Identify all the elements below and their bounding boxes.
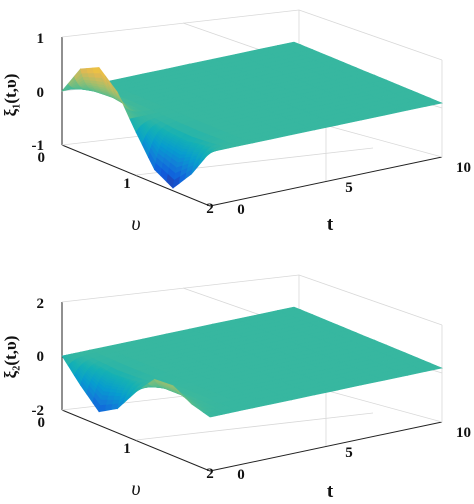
z-tick-2-mid: 0 <box>37 349 45 365</box>
surface-plot-2: 2 0 -2 0 1 2 0 5 10 ξ₂(t,υ) υ t <box>1 274 471 502</box>
surface-plot-1: 1 0 -1 0 1 2 0 5 10 ξ₁(t,υ) υ t <box>1 9 471 235</box>
y-tick-2-2: 2 <box>206 466 214 482</box>
x-tick-2-5: 5 <box>345 445 353 461</box>
x-axis-label-1: t <box>327 214 334 235</box>
z-axis-label-2: ξ₂(t,υ) <box>1 336 20 379</box>
x-tick-1-10: 10 <box>456 160 471 176</box>
z-tick-1-mid: 0 <box>37 85 45 101</box>
y-tick-1-1: 1 <box>123 176 131 192</box>
z-tick-2-top: 2 <box>37 296 45 312</box>
y-tick-2-1: 1 <box>123 441 131 457</box>
x-tick-1-0: 0 <box>237 202 245 218</box>
y-axis-label-1: υ <box>131 213 140 235</box>
z-axis-label-1: ξ₁(t,υ) <box>1 74 20 117</box>
y-tick-2-0: 0 <box>38 415 46 431</box>
y-tick-1-2: 2 <box>206 201 214 217</box>
z-tick-2-bottom: -2 <box>32 403 45 419</box>
surface-mesh-1 <box>61 41 444 189</box>
z-tick-1-top: 1 <box>37 31 45 47</box>
y-tick-1-0: 0 <box>38 150 46 166</box>
z-tick-1-bottom: -1 <box>32 138 45 154</box>
surface-patch <box>202 412 213 418</box>
x-tick-2-0: 0 <box>237 467 245 483</box>
surface-patch <box>203 151 213 160</box>
surface-mesh-2 <box>61 306 444 418</box>
y-axis-label-2: υ <box>131 478 140 500</box>
x-axis-label-2: t <box>327 481 334 502</box>
x-tick-2-10: 10 <box>456 425 471 441</box>
x-tick-1-5: 5 <box>345 180 353 196</box>
